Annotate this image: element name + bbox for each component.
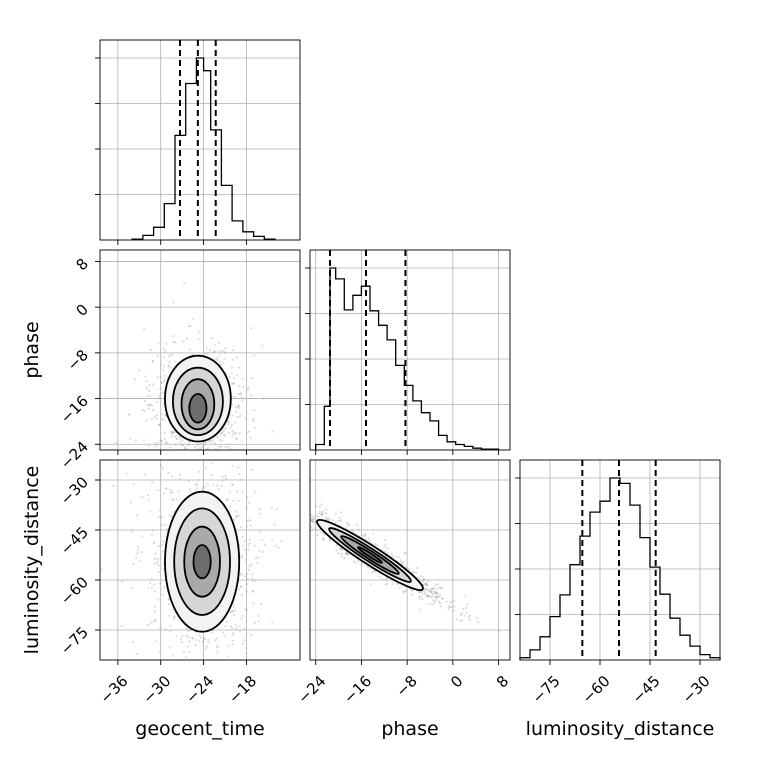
histogram-step: [315, 267, 500, 450]
y-tick-label: 8: [73, 255, 92, 274]
panel-border: [99, 459, 301, 661]
y-tick-label: −60: [57, 573, 92, 608]
x-tick-label: −45: [629, 672, 664, 707]
x-tick-label: −60: [579, 672, 614, 707]
x-tick-label: −24: [182, 672, 217, 707]
histogram-geocent-time: [95, 39, 301, 245]
y-tick-label: −16: [57, 392, 92, 427]
y-tick-label: −75: [57, 623, 92, 658]
contour-level: [357, 546, 383, 564]
y-tick-label: −8: [64, 346, 92, 374]
histogram-phase: [305, 249, 511, 455]
x-tick-label: −24: [294, 672, 329, 707]
y-tick-label: −45: [57, 523, 92, 558]
contour-level: [192, 544, 212, 580]
x-tick-label: −75: [529, 672, 564, 707]
contour-level: [188, 393, 208, 424]
y-axis-label: luminosity_distance: [21, 466, 43, 655]
panel-background: [100, 40, 300, 240]
panel-border: [99, 249, 301, 451]
x-tick-label: 0: [447, 672, 466, 691]
density-geocent-time-vs-phase: [99, 249, 301, 451]
x-axis-label: geocent_time: [135, 718, 264, 740]
y-tick-label: −30: [57, 473, 92, 508]
x-axis-label: phase: [381, 718, 438, 740]
panel-border: [99, 39, 301, 241]
x-axis-label: luminosity_distance: [526, 718, 715, 740]
x-tick-label: −30: [679, 672, 714, 707]
panel-content: [114, 282, 274, 450]
panel-content: [310, 502, 501, 632]
x-tick-label: −30: [139, 672, 174, 707]
x-tick-label: −16: [340, 672, 375, 707]
x-tick-label: 8: [493, 672, 512, 691]
y-axis-label: phase: [21, 321, 43, 378]
x-tick-label: −8: [393, 672, 421, 700]
panel-border: [309, 459, 511, 661]
histogram-luminosity-distance: [515, 459, 721, 661]
panel-content: [100, 460, 283, 660]
y-tick-label: −24: [57, 438, 92, 473]
x-tick-label: −18: [225, 672, 260, 707]
y-tick-label: 0: [73, 300, 92, 319]
panel-background: [310, 250, 510, 450]
panel-border: [519, 459, 721, 661]
density-geocent-time-vs-luminosity-distance: [99, 459, 301, 661]
histogram-step: [131, 57, 276, 240]
panel-border: [309, 249, 511, 451]
density-phase-vs-luminosity-distance: [309, 459, 511, 661]
panel-background: [310, 460, 510, 660]
x-tick-label: −36: [96, 672, 131, 707]
